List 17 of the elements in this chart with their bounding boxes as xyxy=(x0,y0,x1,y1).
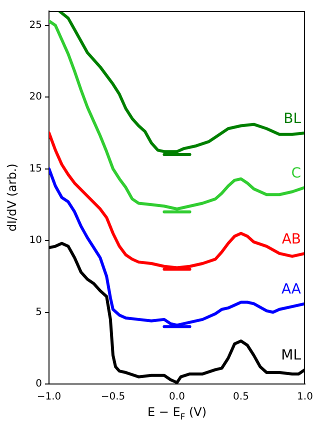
y-tick-label: 15 xyxy=(29,163,42,174)
x-tick-label: 0.5 xyxy=(233,392,249,403)
y-tick-label: 25 xyxy=(29,20,42,31)
y-tick-label: 5 xyxy=(36,306,42,318)
x-tick-label: −1.0 xyxy=(36,392,62,403)
series-label: C xyxy=(291,165,302,182)
y-tick-label: 10 xyxy=(29,235,42,246)
series-label: AB xyxy=(282,231,301,248)
y-tick-label: 0 xyxy=(36,378,42,390)
series-label: ML xyxy=(281,348,302,364)
series-label: AA xyxy=(281,282,302,298)
y-axis-title: dI/dV (arb.) xyxy=(5,164,19,232)
x-tick-label: 0.0 xyxy=(169,392,185,403)
x-tick-label: 1.0 xyxy=(297,392,313,403)
series-label: BL xyxy=(284,110,302,127)
y-tick-label: 20 xyxy=(29,92,42,103)
x-tick-label: −0.5 xyxy=(100,392,126,403)
